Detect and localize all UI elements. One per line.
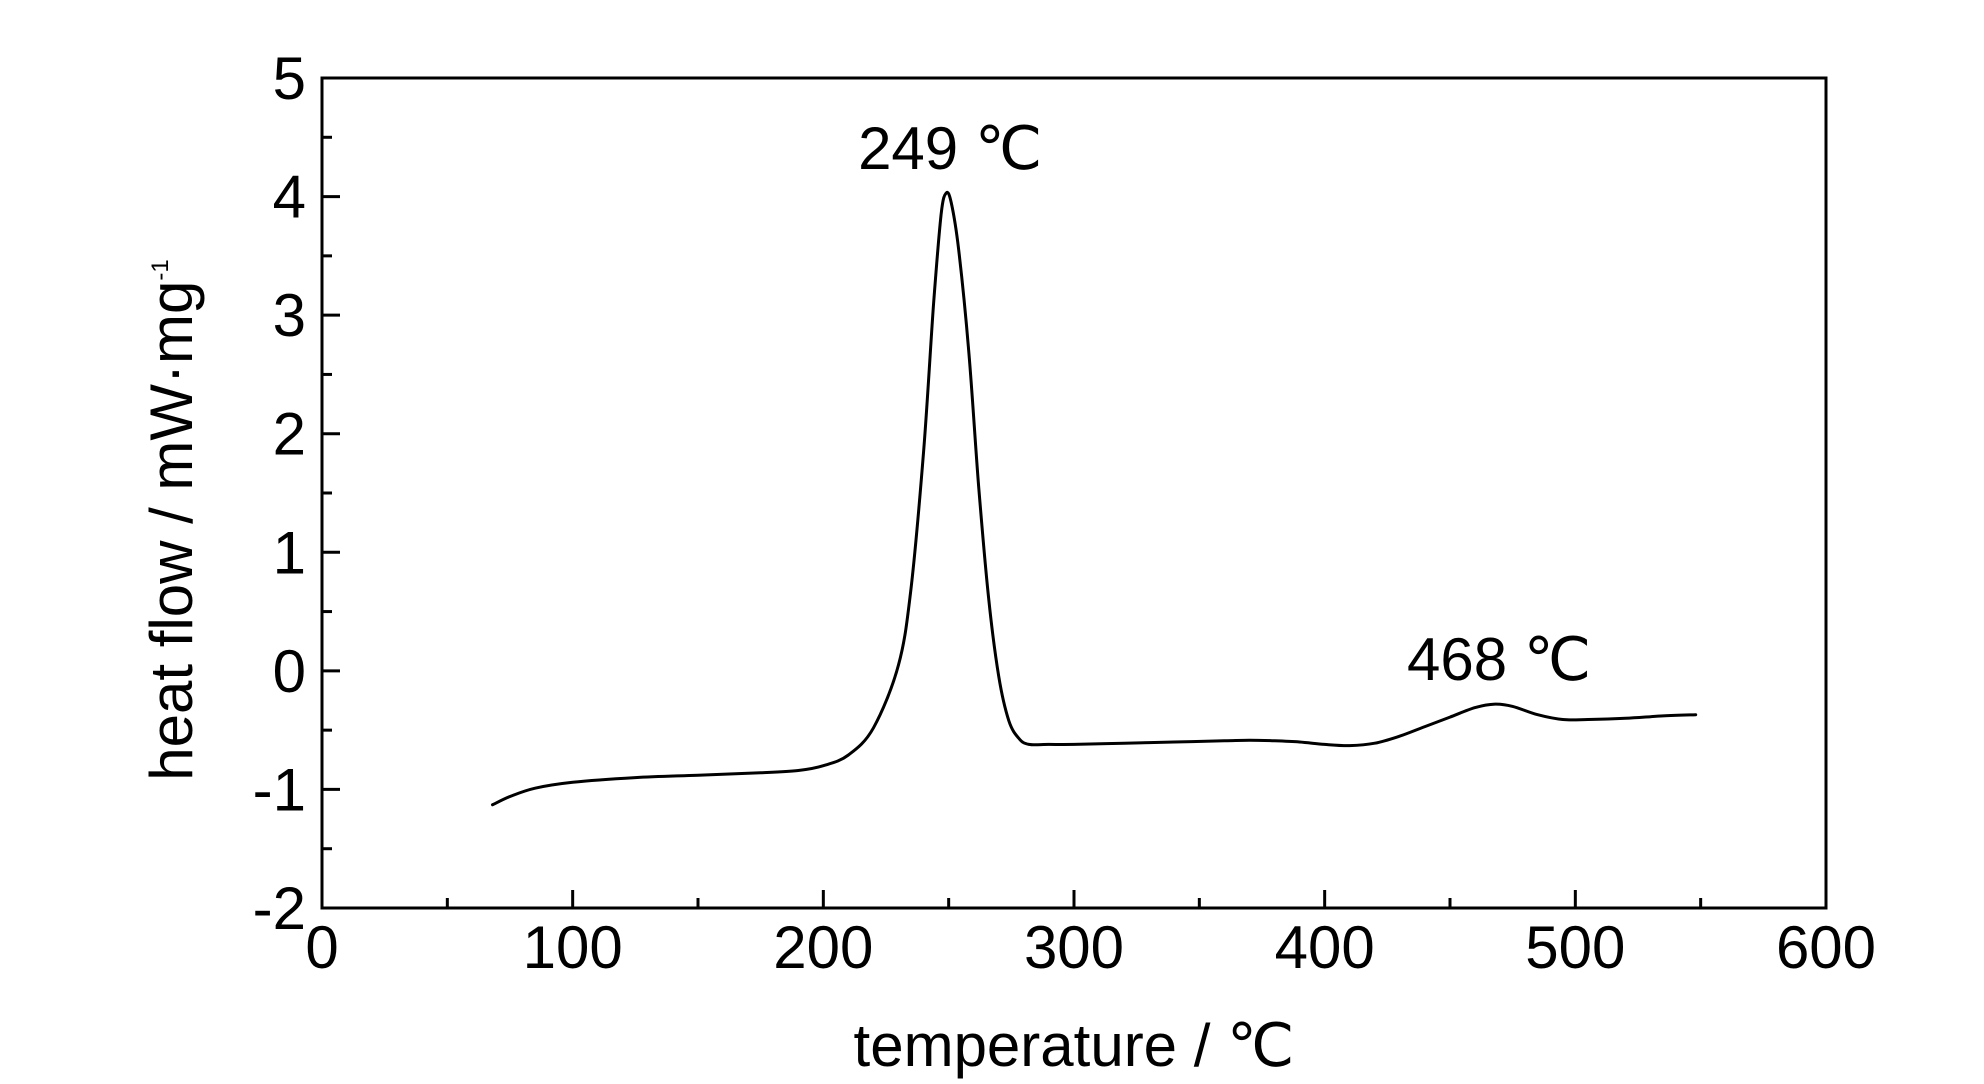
y-tick-labels: -2 -1 0 1 2 3 4 5	[253, 45, 306, 942]
y-tick-label: -2	[253, 875, 306, 942]
x-axis-title: temperature / ℃	[854, 1012, 1295, 1079]
y-axis-title: heat flow / mW·mg-1	[138, 259, 205, 780]
y-tick-label: 5	[273, 45, 306, 112]
x-tick-label: 600	[1776, 914, 1876, 981]
y-tick-label: 3	[273, 282, 306, 349]
y-tick-label: 0	[273, 638, 306, 705]
x-tick-label: 400	[1275, 914, 1375, 981]
y-tick-label: 4	[273, 164, 306, 231]
peak-annotation-468: 468 ℃	[1407, 626, 1591, 693]
x-tick-label: 0	[305, 914, 338, 981]
x-tick-labels: 0 100 200 300 400 500 600	[305, 914, 1876, 981]
annotations: 249 ℃ 468 ℃	[858, 115, 1591, 693]
peak-annotation-249: 249 ℃	[858, 115, 1042, 182]
major-ticks	[322, 195, 1577, 908]
y-tick-label: 1	[273, 519, 306, 586]
minor-ticks	[322, 135, 1703, 908]
plot-frame	[320, 76, 1828, 910]
heat-flow-curve	[491, 190, 1698, 807]
x-tick-label: 500	[1525, 914, 1625, 981]
y-tick-label: -1	[253, 756, 306, 823]
y-tick-label: 2	[273, 401, 306, 468]
x-tick-label: 200	[773, 914, 873, 981]
x-tick-label: 100	[523, 914, 623, 981]
y-axis-title-main: heat flow / mW·mg	[138, 281, 205, 781]
x-tick-label: 300	[1024, 914, 1124, 981]
y-axis-title-superscript: -1	[147, 259, 174, 280]
